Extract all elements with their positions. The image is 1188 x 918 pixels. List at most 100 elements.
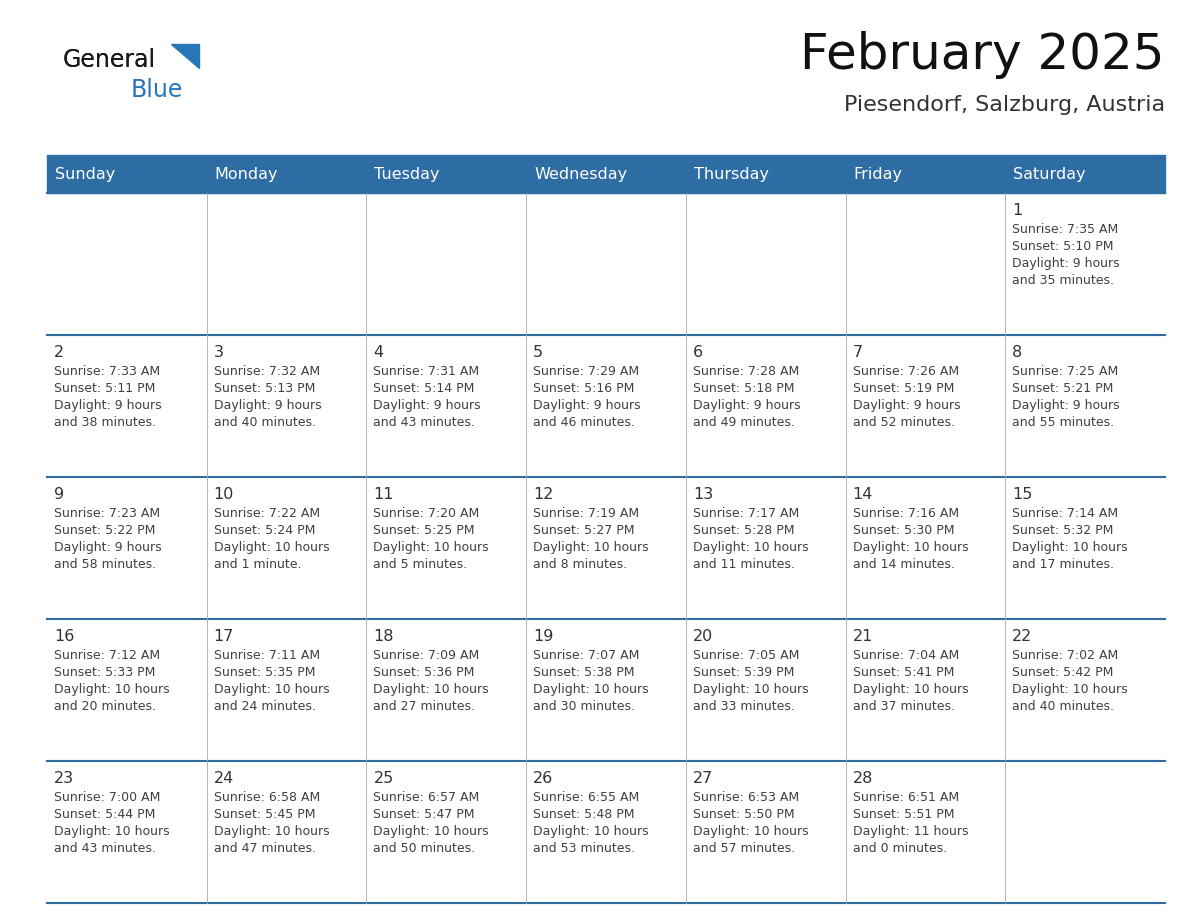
Text: Sunset: 5:30 PM: Sunset: 5:30 PM [853,524,954,537]
Text: 25: 25 [373,771,393,786]
Text: and 20 minutes.: and 20 minutes. [53,700,156,713]
Text: Sunset: 5:18 PM: Sunset: 5:18 PM [693,382,795,395]
Text: and 46 minutes.: and 46 minutes. [533,416,636,429]
Text: and 40 minutes.: and 40 minutes. [214,416,316,429]
Text: 19: 19 [533,629,554,644]
Text: Sunset: 5:32 PM: Sunset: 5:32 PM [1012,524,1113,537]
Text: Thursday: Thursday [694,166,769,182]
Text: Sunrise: 6:55 AM: Sunrise: 6:55 AM [533,791,639,804]
Text: 4: 4 [373,345,384,360]
Text: Sunrise: 7:14 AM: Sunrise: 7:14 AM [1012,507,1118,520]
Text: and 33 minutes.: and 33 minutes. [693,700,795,713]
Text: 27: 27 [693,771,713,786]
Text: Sunrise: 7:12 AM: Sunrise: 7:12 AM [53,649,160,662]
Text: 1: 1 [1012,203,1023,218]
Text: Sunrise: 6:58 AM: Sunrise: 6:58 AM [214,791,320,804]
Text: Daylight: 10 hours: Daylight: 10 hours [373,541,489,554]
Text: Daylight: 11 hours: Daylight: 11 hours [853,825,968,838]
Text: Sunrise: 7:19 AM: Sunrise: 7:19 AM [533,507,639,520]
Text: and 47 minutes.: and 47 minutes. [214,842,316,855]
Text: Saturday: Saturday [1013,166,1086,182]
Text: and 55 minutes.: and 55 minutes. [1012,416,1114,429]
Text: and 14 minutes.: and 14 minutes. [853,558,954,571]
Text: Daylight: 9 hours: Daylight: 9 hours [53,399,162,412]
Text: Sunrise: 7:20 AM: Sunrise: 7:20 AM [373,507,480,520]
Text: Sunrise: 7:26 AM: Sunrise: 7:26 AM [853,365,959,378]
Text: Tuesday: Tuesday [374,166,440,182]
Text: Sunset: 5:16 PM: Sunset: 5:16 PM [533,382,634,395]
Text: Sunset: 5:33 PM: Sunset: 5:33 PM [53,666,156,679]
Text: February 2025: February 2025 [801,31,1165,79]
Text: 10: 10 [214,487,234,502]
Text: Sunrise: 7:35 AM: Sunrise: 7:35 AM [1012,223,1119,236]
Text: Daylight: 9 hours: Daylight: 9 hours [373,399,481,412]
Text: 26: 26 [533,771,554,786]
Text: 20: 20 [693,629,713,644]
Text: Sunset: 5:24 PM: Sunset: 5:24 PM [214,524,315,537]
Text: Sunset: 5:51 PM: Sunset: 5:51 PM [853,808,954,821]
Text: Sunrise: 7:00 AM: Sunrise: 7:00 AM [53,791,160,804]
Text: Daylight: 10 hours: Daylight: 10 hours [693,683,809,696]
Text: 28: 28 [853,771,873,786]
Text: 15: 15 [1012,487,1032,502]
Text: Sunrise: 7:16 AM: Sunrise: 7:16 AM [853,507,959,520]
Text: Daylight: 10 hours: Daylight: 10 hours [533,683,649,696]
Text: Sunrise: 6:51 AM: Sunrise: 6:51 AM [853,791,959,804]
Text: Sunrise: 7:05 AM: Sunrise: 7:05 AM [693,649,800,662]
Text: Daylight: 10 hours: Daylight: 10 hours [853,683,968,696]
Text: 7: 7 [853,345,862,360]
Text: and 58 minutes.: and 58 minutes. [53,558,156,571]
Bar [48,761,1165,903]
Text: Sunday: Sunday [55,166,115,182]
Text: and 24 minutes.: and 24 minutes. [214,700,316,713]
Text: 11: 11 [373,487,394,502]
Text: 22: 22 [1012,629,1032,644]
Text: Sunset: 5:47 PM: Sunset: 5:47 PM [373,808,475,821]
Text: Daylight: 10 hours: Daylight: 10 hours [693,825,809,838]
Text: Sunset: 5:27 PM: Sunset: 5:27 PM [533,524,634,537]
Text: Sunset: 5:45 PM: Sunset: 5:45 PM [214,808,315,821]
Text: Daylight: 9 hours: Daylight: 9 hours [1012,399,1120,412]
Text: and 30 minutes.: and 30 minutes. [533,700,636,713]
Text: and 27 minutes.: and 27 minutes. [373,700,475,713]
Text: Sunset: 5:25 PM: Sunset: 5:25 PM [373,524,475,537]
Text: Daylight: 10 hours: Daylight: 10 hours [693,541,809,554]
Text: Sunrise: 7:29 AM: Sunrise: 7:29 AM [533,365,639,378]
Text: Daylight: 9 hours: Daylight: 9 hours [53,541,162,554]
Text: Monday: Monday [215,166,278,182]
Text: Sunset: 5:35 PM: Sunset: 5:35 PM [214,666,315,679]
Bar [48,193,1165,335]
Text: and 52 minutes.: and 52 minutes. [853,416,955,429]
Text: Sunset: 5:38 PM: Sunset: 5:38 PM [533,666,634,679]
Text: and 5 minutes.: and 5 minutes. [373,558,468,571]
Text: Sunrise: 7:09 AM: Sunrise: 7:09 AM [373,649,480,662]
Text: Sunrise: 7:22 AM: Sunrise: 7:22 AM [214,507,320,520]
Text: Daylight: 10 hours: Daylight: 10 hours [214,825,329,838]
Text: Daylight: 9 hours: Daylight: 9 hours [533,399,640,412]
Text: and 49 minutes.: and 49 minutes. [693,416,795,429]
Text: and 11 minutes.: and 11 minutes. [693,558,795,571]
Text: 23: 23 [53,771,74,786]
Text: Sunset: 5:36 PM: Sunset: 5:36 PM [373,666,475,679]
Text: Daylight: 10 hours: Daylight: 10 hours [1012,541,1127,554]
Text: Daylight: 10 hours: Daylight: 10 hours [1012,683,1127,696]
Text: Daylight: 10 hours: Daylight: 10 hours [53,825,170,838]
Text: 12: 12 [533,487,554,502]
Text: 14: 14 [853,487,873,502]
Text: Daylight: 9 hours: Daylight: 9 hours [214,399,321,412]
Text: Sunrise: 7:11 AM: Sunrise: 7:11 AM [214,649,320,662]
Text: 8: 8 [1012,345,1023,360]
Text: Sunset: 5:50 PM: Sunset: 5:50 PM [693,808,795,821]
Text: Sunset: 5:39 PM: Sunset: 5:39 PM [693,666,795,679]
Text: and 8 minutes.: and 8 minutes. [533,558,627,571]
Text: Daylight: 10 hours: Daylight: 10 hours [373,683,489,696]
Bar [48,155,1165,193]
Text: and 1 minute.: and 1 minute. [214,558,302,571]
Text: Sunset: 5:42 PM: Sunset: 5:42 PM [1012,666,1113,679]
Text: 13: 13 [693,487,713,502]
Text: Sunset: 5:19 PM: Sunset: 5:19 PM [853,382,954,395]
Text: Wednesday: Wednesday [535,166,627,182]
Text: 5: 5 [533,345,543,360]
Text: and 53 minutes.: and 53 minutes. [533,842,636,855]
Text: Sunrise: 7:07 AM: Sunrise: 7:07 AM [533,649,639,662]
